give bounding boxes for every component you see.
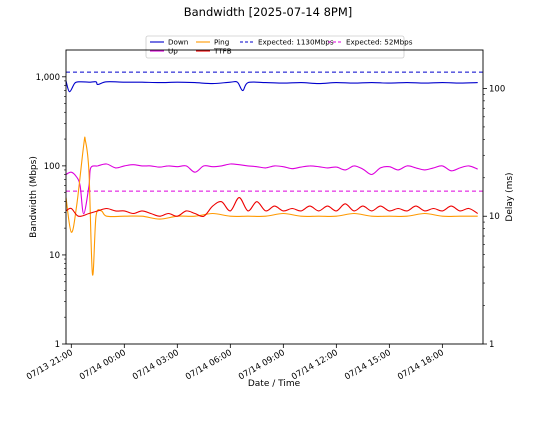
x-tick-label: 07/13 21:00: [25, 348, 75, 383]
x-axis-label: Date / Time: [248, 379, 301, 389]
legend-label: Up: [168, 47, 178, 56]
series-line-up: [65, 163, 478, 215]
left-tick-label: 10: [49, 251, 60, 261]
legend-label: Expected: 1130Mbps: [258, 38, 334, 47]
left-tick-label: 100: [44, 162, 60, 172]
plot-frame: [65, 49, 484, 345]
x-tick-label: 07/14 06:00: [184, 348, 234, 383]
right-axis-label: Delay (ms): [505, 172, 515, 221]
chart-title: Bandwidth [2025-07-14 8PM]: [184, 5, 353, 19]
x-tick-label: 07/14 09:00: [237, 348, 287, 383]
x-axis: 07/13 21:00 07/14 00:00 07/14 03:00 07/14 0…: [25, 344, 446, 382]
right-tick-label: 10: [489, 212, 500, 222]
legend-label: TTFB: [213, 47, 232, 56]
x-tick-label: 07/14 03:00: [131, 348, 181, 383]
series-line-ping: [65, 136, 478, 276]
legend-label: Ping: [214, 38, 229, 47]
left-axis: 1 10 100 1,000: [36, 73, 66, 350]
x-tick-label: 07/14 12:00: [290, 348, 340, 383]
series-line-down: [65, 80, 478, 93]
right-tick-label: 100: [489, 84, 505, 94]
legend-label: Down: [168, 38, 188, 47]
left-tick-label: 1,000: [36, 73, 60, 83]
left-tick-label: 1: [55, 340, 60, 350]
legend-label: Expected: 52Mbps: [346, 38, 413, 47]
x-tick-label: 07/14 18:00: [396, 348, 446, 383]
series-line-ttfb: [65, 197, 478, 218]
x-tick-label: 07/14 00:00: [78, 348, 128, 383]
plot-area: [65, 71, 483, 276]
left-axis-label: Bandwidth (Mbps): [29, 156, 39, 238]
x-tick-label: 07/14 15:00: [343, 348, 393, 383]
right-tick-label: 1: [489, 340, 494, 350]
right-axis: 1 10 100: [483, 84, 505, 350]
